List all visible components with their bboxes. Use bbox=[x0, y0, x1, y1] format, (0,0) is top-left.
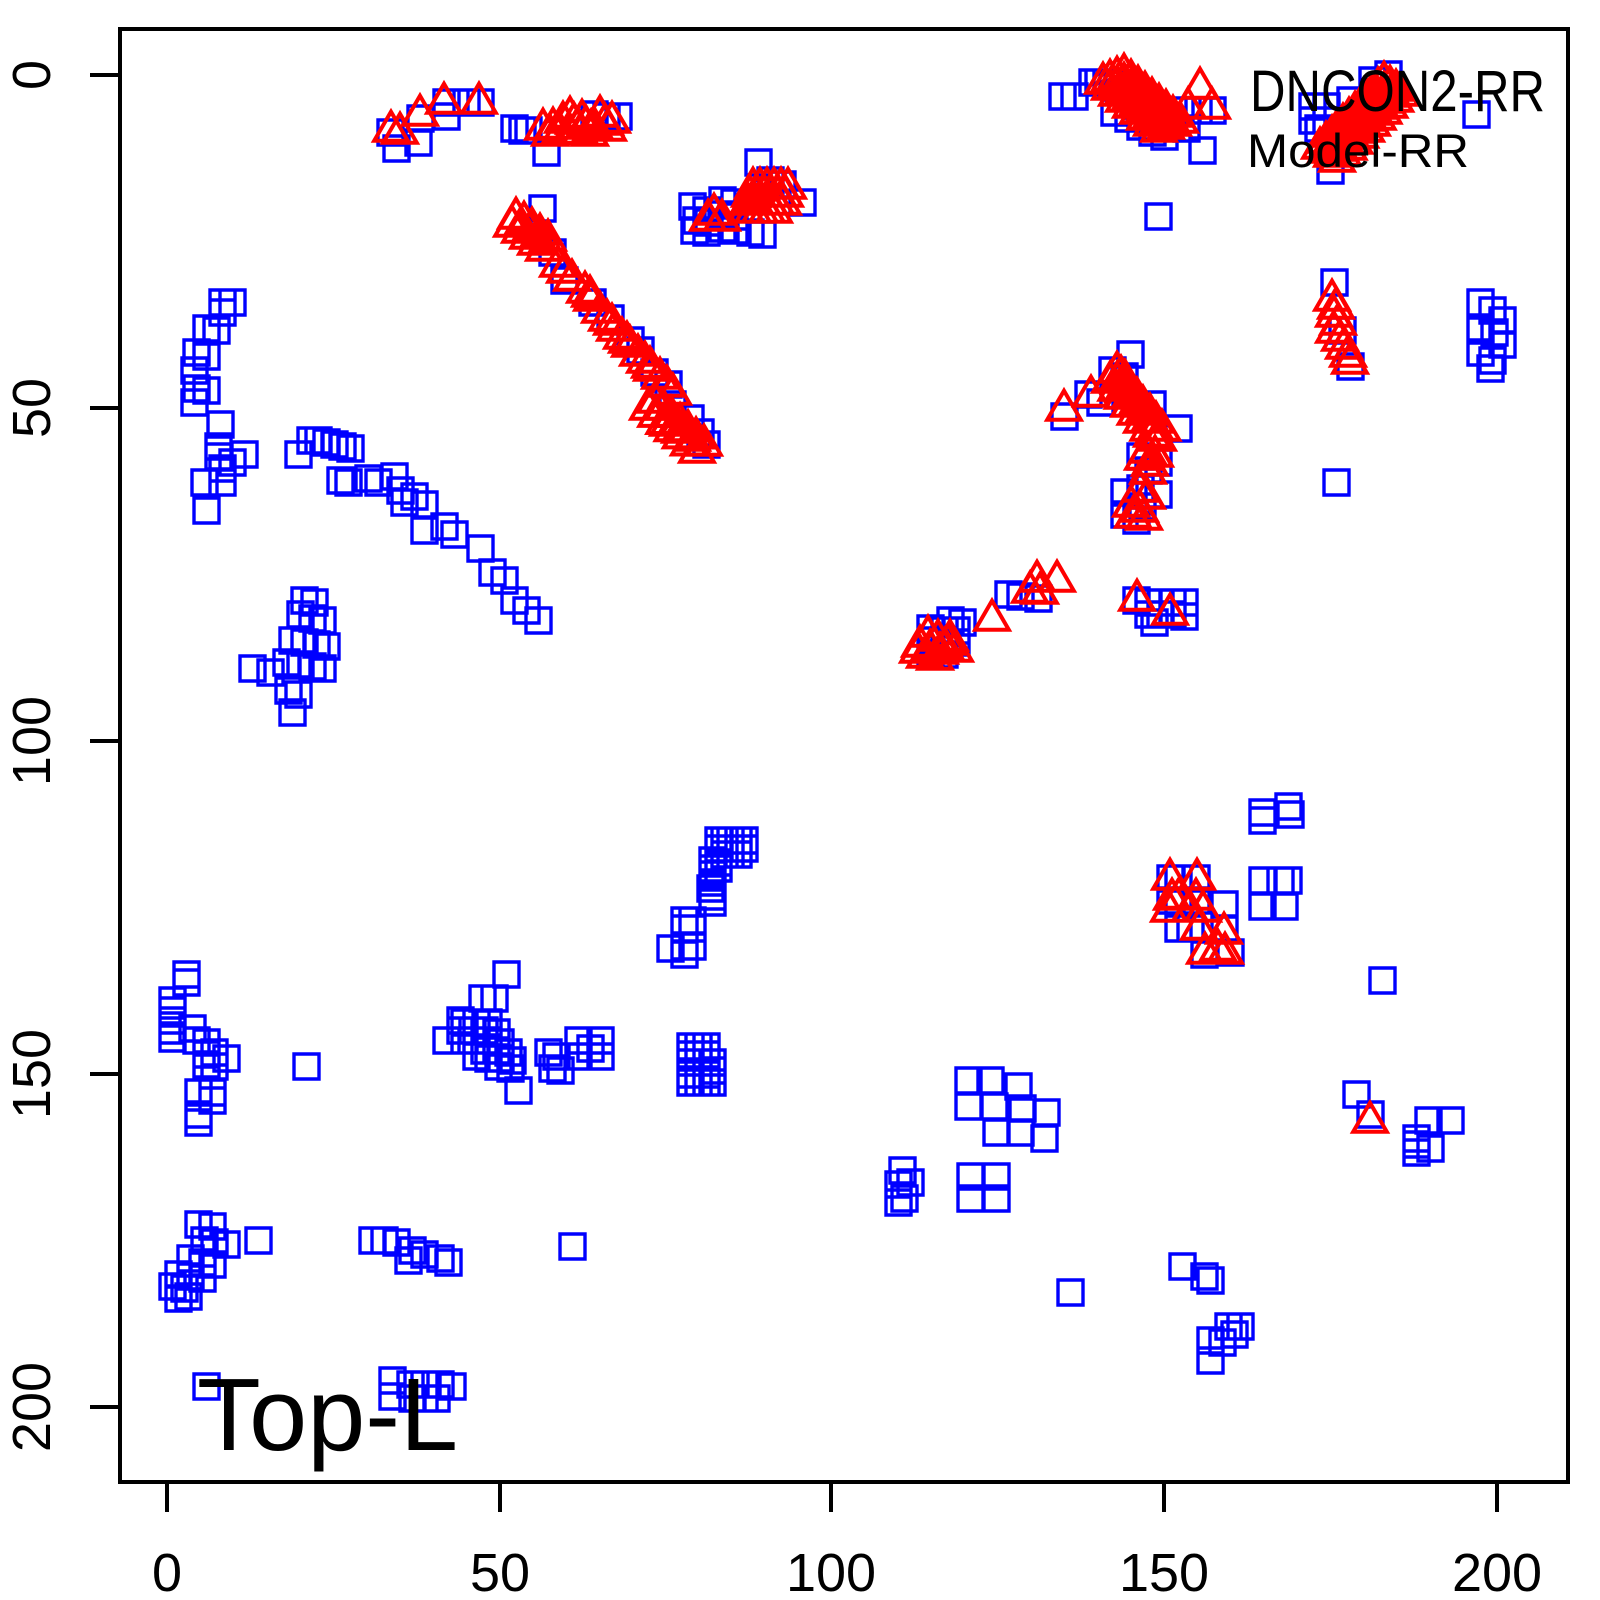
svg-text:100: 100 bbox=[786, 1543, 876, 1600]
svg-text:Top-L: Top-L bbox=[197, 1357, 458, 1472]
svg-text:150: 150 bbox=[1119, 1543, 1209, 1600]
svg-text:0: 0 bbox=[2, 60, 62, 90]
svg-text:50: 50 bbox=[470, 1543, 530, 1600]
svg-text:150: 150 bbox=[2, 1029, 62, 1119]
svg-text:0: 0 bbox=[152, 1543, 182, 1600]
svg-text:100: 100 bbox=[2, 696, 62, 786]
svg-text:DNCON2-RR: DNCON2-RR bbox=[1250, 59, 1545, 124]
svg-text:200: 200 bbox=[1452, 1543, 1542, 1600]
svg-text:200: 200 bbox=[2, 1362, 62, 1452]
svg-text:Model-RR: Model-RR bbox=[1247, 124, 1469, 177]
svg-text:50: 50 bbox=[2, 378, 62, 438]
